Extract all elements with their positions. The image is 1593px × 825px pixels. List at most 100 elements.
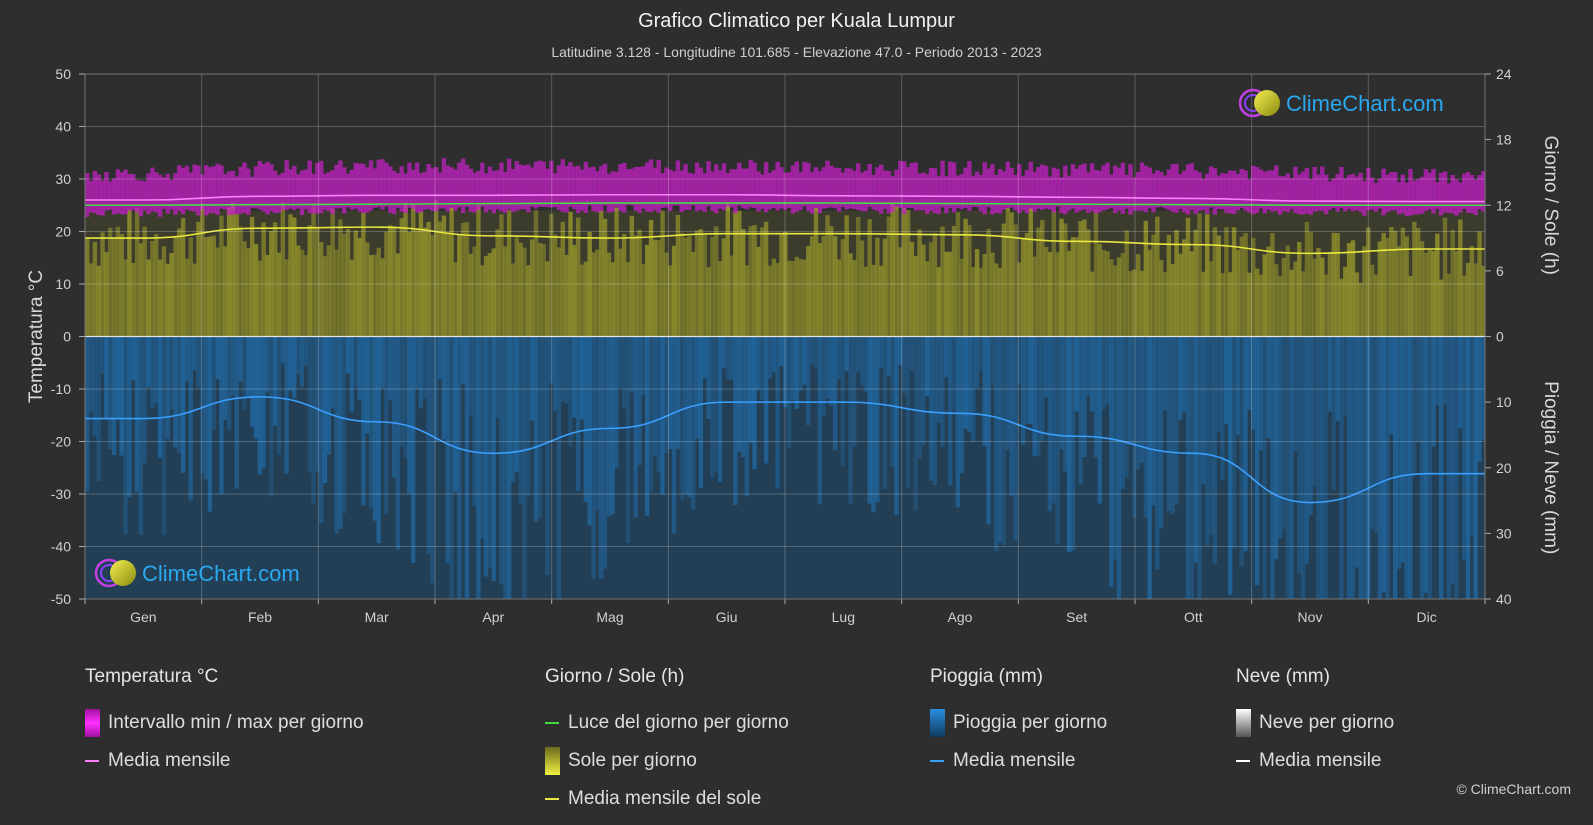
temp-range-bar xyxy=(437,172,443,209)
rain-bar xyxy=(111,336,117,456)
watermark-logo-bottom: ClimeChart.com xyxy=(94,558,300,588)
rain-bar xyxy=(855,336,861,372)
temp-range-bar xyxy=(460,158,466,213)
rain-bar xyxy=(928,336,934,481)
sun-bar xyxy=(898,247,903,337)
temp-range-bar xyxy=(188,172,193,211)
sun-bar xyxy=(1473,263,1478,337)
temp-range-bar xyxy=(971,175,976,207)
sun-bar xyxy=(783,231,788,337)
rain-bar xyxy=(1143,336,1148,518)
temp-range-bar xyxy=(744,168,750,210)
logo-text: ClimeChart.com xyxy=(1286,91,1444,116)
temp-range-bar xyxy=(526,164,531,213)
rain-bar xyxy=(932,336,938,486)
y-right-rain-tick-label: 20 xyxy=(1496,460,1512,476)
rain-bar xyxy=(1055,336,1060,545)
temp-range-bar xyxy=(1036,167,1041,209)
sun-bar xyxy=(1450,229,1455,337)
sun-bar xyxy=(257,260,263,337)
temp-range-bar xyxy=(587,167,592,206)
sun-bar xyxy=(226,207,232,337)
rain-bar xyxy=(177,336,182,454)
temp-range-bar xyxy=(88,180,94,213)
sun-bar xyxy=(533,210,539,337)
temp-range-bar xyxy=(108,181,113,210)
rain-bar xyxy=(836,336,842,379)
sun-bar xyxy=(138,243,144,337)
temp-range-bar xyxy=(660,173,665,208)
temp-range-bar xyxy=(1070,164,1076,209)
temp-range-bar xyxy=(318,160,324,214)
temp-range-bar xyxy=(1181,170,1187,213)
sun-bar xyxy=(936,267,941,337)
rain-bar xyxy=(568,336,573,447)
sun-bar xyxy=(1243,233,1248,337)
rain-bar xyxy=(464,336,470,599)
sun-bar xyxy=(859,240,865,337)
legend-sun: Giorno / Sole (h) Luce del giorno per gi… xyxy=(545,666,789,818)
rain-bar xyxy=(253,336,259,439)
temp-range-bar xyxy=(610,171,615,212)
sun-bar xyxy=(449,207,454,337)
sun-bar xyxy=(464,222,470,337)
legend-label: Media mensile xyxy=(953,750,1076,771)
sun-bar xyxy=(748,226,753,337)
rain-bar xyxy=(280,336,285,364)
temp-range-bar xyxy=(855,163,861,210)
sun-bar xyxy=(1404,236,1409,337)
temp-range-bar xyxy=(1473,179,1478,216)
rain-bar xyxy=(338,336,343,529)
temp-range-bar xyxy=(1381,168,1386,216)
sun-bar xyxy=(334,249,339,337)
temp-range-bar xyxy=(560,159,566,212)
rain-bar xyxy=(978,336,984,372)
sun-bar xyxy=(1020,237,1026,337)
rain-bar xyxy=(1028,336,1033,425)
temp-range-bar xyxy=(1043,165,1049,209)
sun-daily-swatch xyxy=(545,747,560,775)
sun-bar xyxy=(1423,252,1429,337)
temp-range-bar xyxy=(763,162,769,213)
sun-bar xyxy=(1400,227,1406,337)
sun-bar xyxy=(261,222,266,337)
rain-bar xyxy=(353,336,358,388)
sun-bar xyxy=(1412,221,1417,337)
rain-bar xyxy=(200,336,205,474)
rain-bar xyxy=(1197,336,1202,599)
rain-bar xyxy=(460,336,466,385)
temp-range-bar xyxy=(203,165,209,216)
sun-bar xyxy=(852,259,857,337)
temp-range-bar xyxy=(111,178,117,215)
sun-bar xyxy=(629,215,635,337)
temp-range-bar xyxy=(1063,165,1068,215)
y-right-rain-tick-label: 30 xyxy=(1496,525,1512,541)
temp-range-bar xyxy=(407,162,412,208)
rain-bar xyxy=(982,336,987,447)
temp-range-bar xyxy=(978,174,984,212)
sun-bar xyxy=(1147,249,1152,337)
temp-range-bar xyxy=(518,164,523,210)
rain-bar xyxy=(1281,336,1287,530)
sun-bar xyxy=(775,262,780,337)
sun-bar xyxy=(418,211,424,337)
rain-bar xyxy=(173,336,178,448)
rain-bar xyxy=(1231,336,1237,549)
temp-range-bar xyxy=(1312,166,1317,212)
sun-bar xyxy=(660,210,665,337)
rain-bar xyxy=(767,336,773,379)
y-left-tick-label: 50 xyxy=(55,66,71,82)
temp-range-bar xyxy=(748,159,753,208)
rain-bar xyxy=(967,336,972,433)
temp-range-bar xyxy=(234,176,240,215)
sun-bar xyxy=(725,203,730,337)
sun-bar xyxy=(1120,253,1126,337)
x-tick-label: Nov xyxy=(1298,609,1323,625)
sun-bar xyxy=(219,215,224,337)
sun-bar xyxy=(529,239,535,337)
sun-bar xyxy=(1197,213,1202,337)
rain-bar xyxy=(326,336,331,455)
x-tick-label: Ott xyxy=(1184,609,1203,625)
rain-bar xyxy=(825,336,830,399)
sun-bar xyxy=(1419,241,1425,337)
